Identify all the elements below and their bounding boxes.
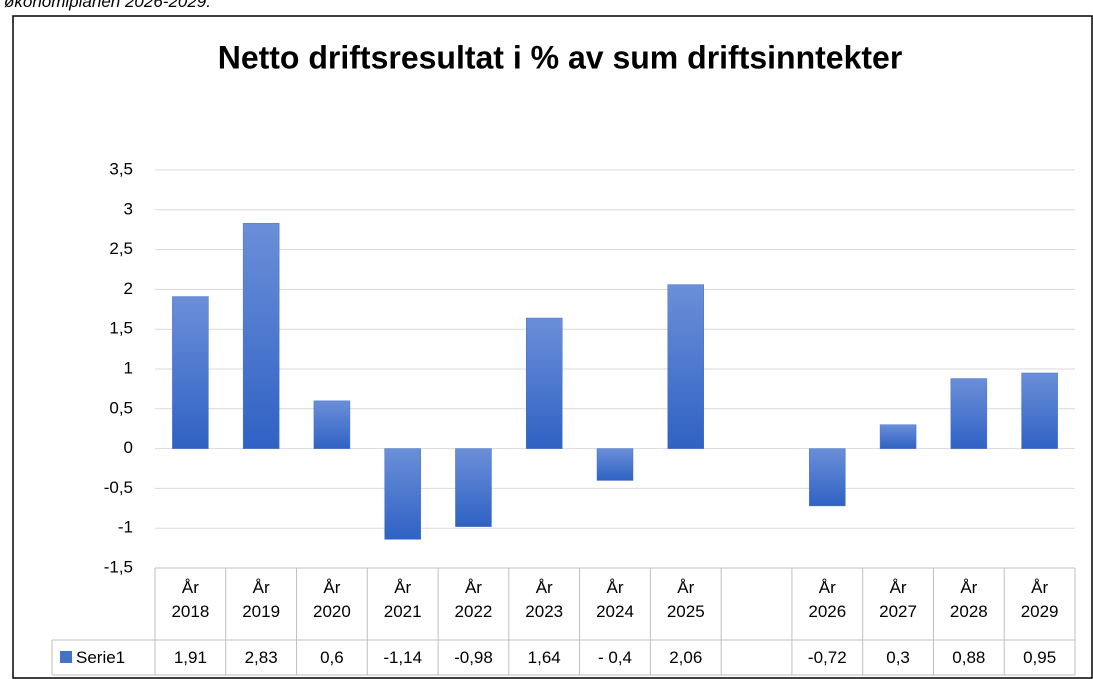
bar: [172, 296, 209, 449]
bar: [596, 448, 634, 481]
x-tick-label: År 2027: [879, 578, 917, 621]
bar: [384, 448, 421, 540]
y-tick-label: 1: [124, 358, 133, 377]
legend-swatch: [60, 651, 72, 663]
y-tick-label: 2: [124, 279, 133, 298]
chart-border: [12, 15, 1093, 679]
x-tick-label: År 2020: [313, 578, 351, 621]
y-tick-label: -1,5: [104, 557, 133, 576]
y-tick-label: 0,5: [109, 398, 133, 417]
chart-title: Netto driftsresultat i % av sum driftsin…: [218, 39, 903, 75]
y-tick-label: 0: [124, 438, 133, 457]
y-tick-label: 3: [124, 199, 133, 218]
bar: [313, 400, 351, 449]
bar: [242, 223, 280, 449]
bar: [1021, 372, 1058, 449]
data-label: 0,88: [952, 648, 985, 667]
x-tick-label: År 2022: [454, 578, 493, 621]
x-tick-label: År 2029: [1020, 578, 1059, 621]
x-tick-label: År 2024: [596, 578, 634, 621]
y-tick-label: 1,5: [109, 319, 133, 338]
data-label: 2,06: [669, 648, 702, 667]
data-label: 0,95: [1023, 648, 1056, 667]
data-label: 1,64: [528, 648, 561, 667]
data-label: 0,6: [320, 648, 344, 667]
y-tick-label: -1: [118, 518, 133, 537]
x-tick-label: År 2021: [383, 578, 422, 621]
data-label: -1,14: [383, 648, 422, 667]
bar: [809, 448, 846, 507]
data-label: 2,83: [245, 648, 278, 667]
bar: [950, 378, 988, 449]
x-tick-label: År 2018: [171, 578, 210, 621]
x-tick-label: År 2028: [949, 578, 988, 621]
legend-label: Serie1: [76, 648, 125, 667]
x-tick-label: År 2023: [525, 578, 564, 621]
data-label: 1,91: [174, 648, 207, 667]
y-tick-label: 2,5: [109, 239, 133, 258]
data-label: -0,98: [454, 648, 493, 667]
x-tick-label: År 2025: [666, 578, 705, 621]
bar: [667, 284, 705, 449]
data-label: 0,3: [886, 648, 910, 667]
y-tick-label: -0,5: [104, 478, 133, 497]
data-label: - 0,4: [598, 648, 632, 667]
bar: [525, 317, 563, 449]
data-label: -0,72: [808, 648, 847, 667]
bar: [455, 448, 492, 527]
caption: økonomiplanen 2026-2029.: [4, 0, 211, 11]
x-tick-label: År 2026: [808, 578, 847, 621]
y-tick-label: 3,5: [109, 159, 133, 178]
bar: [879, 424, 917, 449]
x-tick-label: År 2019: [242, 578, 281, 621]
